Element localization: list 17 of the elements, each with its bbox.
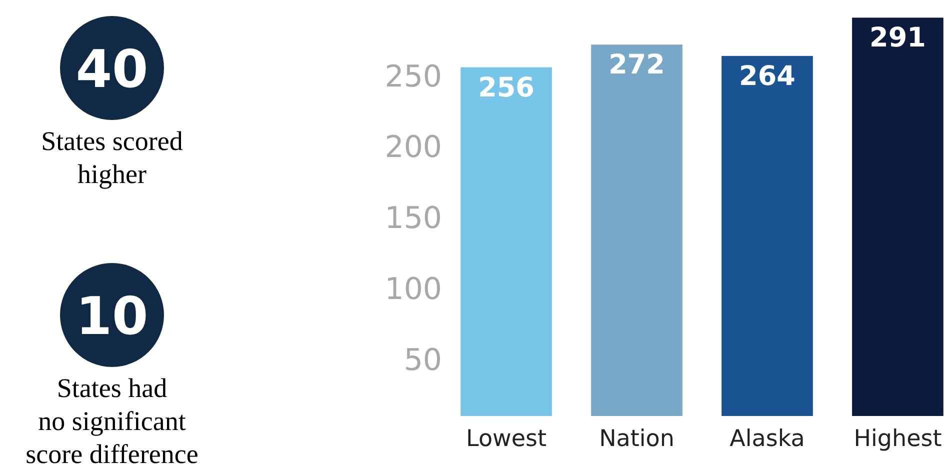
- y-tick-label: 250: [384, 59, 442, 94]
- x-tick-label: Lowest: [466, 426, 547, 452]
- data-label: 291: [870, 22, 926, 54]
- text: States had no significant score difference: [26, 373, 198, 469]
- text: 40: [76, 40, 148, 100]
- text: 10: [76, 287, 148, 347]
- y-tick-label: 150: [384, 201, 442, 236]
- text: States scored higher: [41, 126, 184, 189]
- y-tick-label: 100: [384, 272, 442, 307]
- x-tick-label: Nation: [599, 426, 674, 452]
- x-tick-label: Highest: [854, 426, 942, 452]
- data-label: 256: [478, 72, 534, 104]
- y-tick-label: 50: [404, 342, 442, 378]
- x-tick-label: Alaska: [730, 426, 805, 452]
- data-label: 272: [608, 50, 665, 81]
- y-tick-label: 200: [384, 130, 442, 166]
- data-label: 264: [739, 60, 796, 92]
